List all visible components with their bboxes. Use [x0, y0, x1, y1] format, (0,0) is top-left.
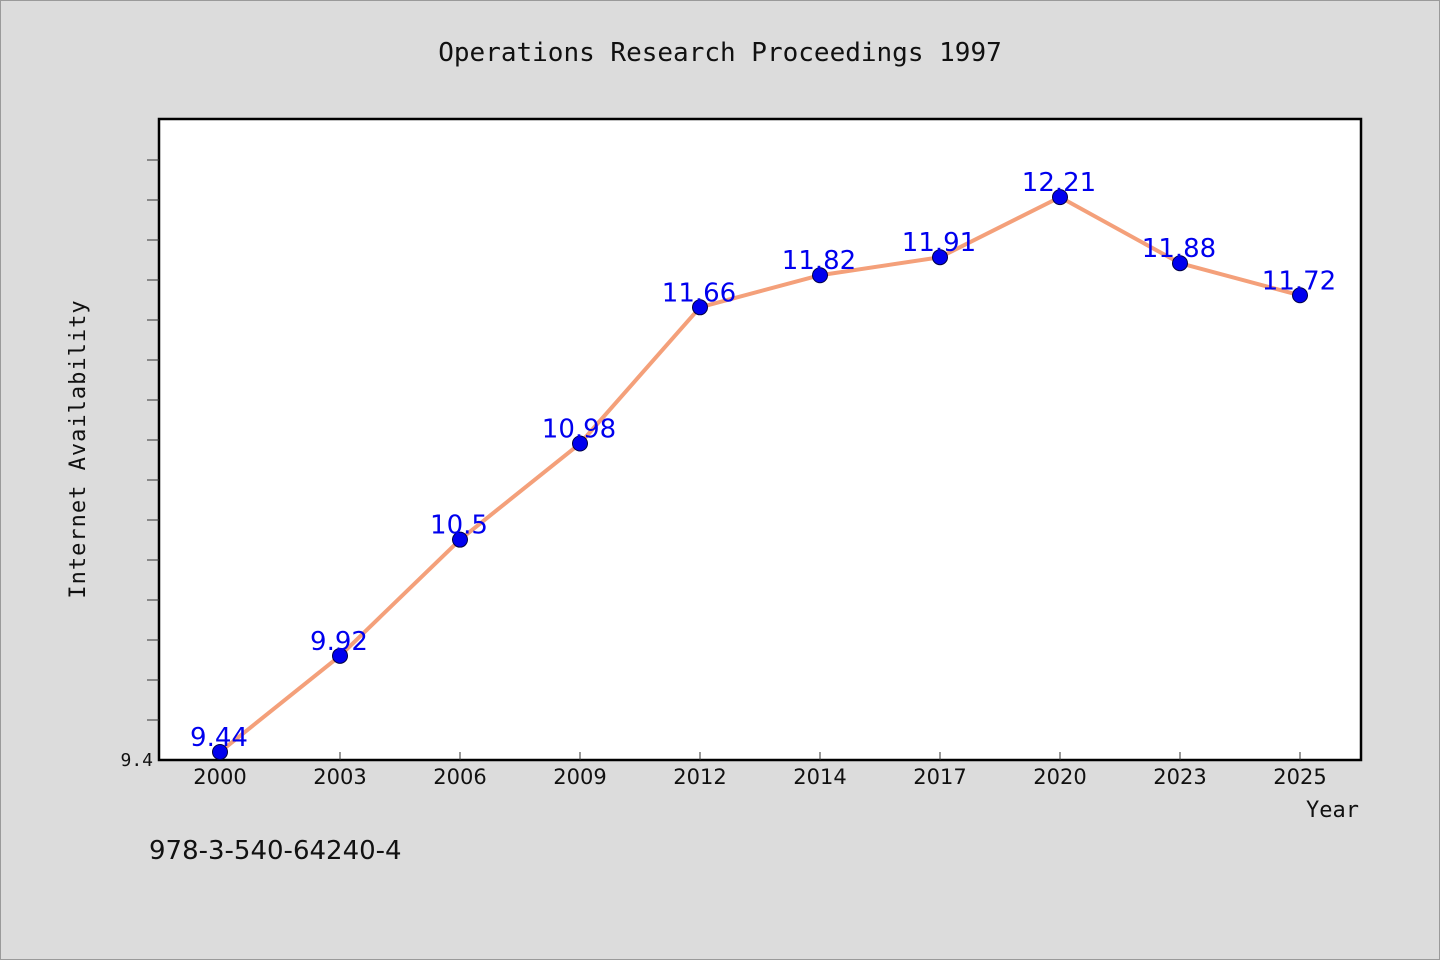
- data-label: 9.44: [190, 723, 248, 753]
- x-tick-label: 2009: [553, 765, 606, 789]
- isbn-note: 978-3-540-64240-4: [149, 836, 402, 866]
- y-axis-ticks: 9.4: [120, 159, 159, 771]
- data-point: [812, 267, 828, 284]
- data-label: 11.91: [902, 228, 976, 258]
- data-point: [212, 743, 228, 760]
- data-label: 11.66: [662, 278, 736, 308]
- x-tick-label: 2020: [1033, 765, 1086, 789]
- series-line: [218, 195, 1302, 754]
- chart-title: Operations Research Proceedings 1997: [438, 38, 1002, 68]
- data-label: 9.92: [310, 627, 368, 657]
- series-layer: [212, 189, 1308, 760]
- data-label: 10.98: [542, 415, 616, 445]
- data-point: [692, 299, 708, 316]
- data-point: [1172, 255, 1188, 272]
- data-point: [1052, 189, 1068, 206]
- data-point: [332, 647, 348, 664]
- x-tick-label: 2023: [1153, 765, 1206, 789]
- data-point: [932, 249, 948, 266]
- x-axis-ticks: 2000 2003 2006 2009 2012 2014 2017 2020 2023 2025: [193, 752, 1327, 789]
- data-point: [572, 435, 588, 452]
- plot-area: [157, 117, 1363, 762]
- x-axis-label: Year: [1306, 798, 1359, 823]
- data-point: [1292, 287, 1308, 304]
- data-point: [452, 531, 468, 548]
- x-tick-label: 2017: [913, 765, 966, 789]
- data-label: 10.5: [430, 511, 488, 541]
- x-tick-label: 2025: [1273, 765, 1326, 789]
- y-axis-label: Internet Availability: [66, 299, 91, 598]
- data-labels-layer: 9.44 9.92 10.5 10.98 11.66 11.82 11.91 12.21 11.…: [190, 168, 1336, 753]
- x-tick-label: 2006: [433, 765, 486, 789]
- x-tick-label: 2000: [193, 765, 246, 789]
- y-tick-label: 9.4: [120, 750, 153, 771]
- data-label: 11.82: [782, 246, 856, 276]
- data-label: 11.88: [1142, 234, 1216, 264]
- x-tick-label: 2012: [673, 765, 726, 789]
- data-label: 12.21: [1022, 168, 1096, 198]
- x-tick-label: 2014: [793, 765, 846, 789]
- data-label: 11.72: [1262, 266, 1336, 296]
- x-tick-label: 2003: [313, 765, 366, 789]
